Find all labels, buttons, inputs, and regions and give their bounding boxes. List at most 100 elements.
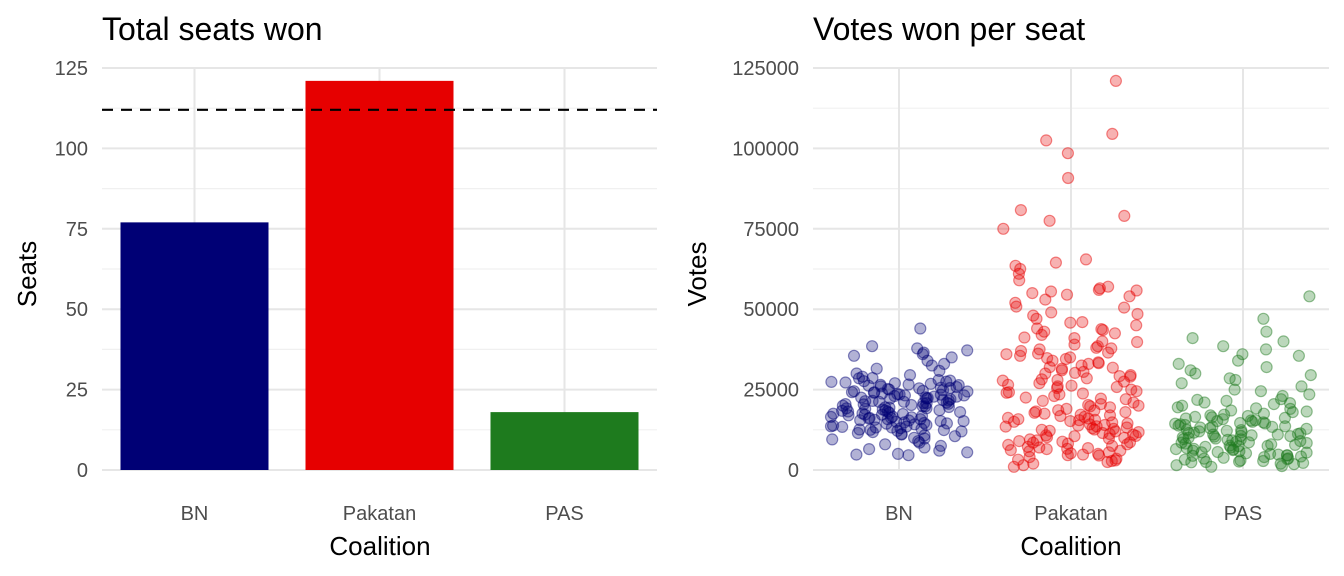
scatter-point-bn — [886, 410, 899, 423]
scatter-point-pakatan — [1001, 378, 1015, 391]
scatter-point-pakatan — [1118, 209, 1131, 222]
bar-chart-y-ticks: 0 25 50 75 100 125 — [55, 58, 88, 482]
scatter-point-bn — [955, 425, 968, 438]
scatter-point-pakatan — [1055, 362, 1069, 375]
scatter-point-bn — [870, 362, 883, 375]
scatter-point-pas — [1227, 443, 1240, 456]
scatter-point-pas — [1300, 436, 1313, 450]
scatter-point-bn — [847, 349, 861, 362]
scatter-chart-x-tick-label: PAS — [1224, 503, 1263, 525]
scatter-point-pakatan — [1076, 448, 1090, 461]
scatter-point-bn — [827, 407, 840, 420]
scatter-point-bn — [851, 426, 865, 440]
scatter-point-pakatan — [1110, 380, 1123, 394]
scatter-point-bn — [940, 375, 953, 388]
scatter-point-bn — [920, 402, 933, 415]
scatter-point-pakatan — [1013, 349, 1027, 362]
scatter-point-pakatan — [1108, 327, 1122, 340]
bar-chart-title: Total seats won — [102, 11, 323, 47]
scatter-point-bn — [876, 403, 889, 416]
scatter-point-pas — [1281, 453, 1294, 466]
scatter-point-pas — [1184, 364, 1197, 377]
scatter-point-pas — [1187, 442, 1200, 455]
scatter-point-bn — [852, 372, 866, 385]
scatter-point-bn — [826, 419, 840, 432]
scatter-chart-y-tick-label: 0 — [788, 460, 799, 482]
scatter-point-pakatan — [999, 420, 1012, 433]
scatter-point-pas — [1234, 433, 1247, 446]
scatter-point-pakatan — [1132, 399, 1145, 412]
scatter-point-pakatan — [1105, 342, 1118, 355]
scatter-point-bn — [924, 377, 937, 390]
scatter-point-bn — [855, 391, 868, 404]
scatter-point-bn — [920, 418, 933, 432]
scatter-point-bn — [914, 322, 927, 335]
scatter-point-pakatan — [1051, 373, 1064, 387]
scatter-point-bn — [908, 418, 921, 431]
scatter-point-bn — [850, 448, 863, 461]
scatter-point-bn — [913, 382, 926, 395]
scatter-point-pakatan — [1030, 434, 1044, 447]
scatter-point-pakatan — [1102, 432, 1116, 445]
scatter-point-bn — [839, 376, 852, 389]
scatter-point-pas — [1245, 429, 1258, 442]
scatter-point-pas — [1257, 407, 1271, 420]
scatter-point-bn — [872, 395, 886, 408]
scatter-point-pas — [1275, 460, 1289, 473]
scatter-point-pas — [1235, 426, 1248, 439]
scatter-point-pas — [1204, 409, 1217, 422]
scatter-point-bn — [916, 348, 929, 361]
scatter-point-bn — [907, 431, 921, 444]
scatter-point-pakatan — [1106, 416, 1119, 429]
scatter-point-pas — [1223, 439, 1236, 452]
scatter-point-pakatan — [1119, 406, 1132, 419]
scatter-point-pakatan — [1096, 335, 1109, 348]
scatter-point-bn — [918, 432, 931, 445]
scatter-point-pakatan — [1123, 290, 1136, 303]
scatter-point-bn — [896, 407, 910, 421]
scatter-point-pakatan — [1035, 423, 1048, 436]
scatter-point-pakatan — [1094, 398, 1108, 411]
scatter-point-bn — [824, 410, 838, 423]
scatter-point-bn — [885, 421, 899, 434]
scatter-point-pakatan — [1073, 414, 1086, 427]
scatter-point-pakatan — [1088, 404, 1101, 417]
scatter-point-pakatan — [1090, 341, 1103, 354]
scatter-point-pas — [1221, 433, 1234, 446]
scatter-point-pakatan — [1026, 436, 1040, 449]
scatter-point-pakatan — [1075, 359, 1088, 372]
scatter-point-pakatan — [1014, 262, 1027, 276]
scatter-point-pakatan — [1096, 426, 1109, 440]
scatter-point-pakatan — [1121, 438, 1134, 451]
scatter-point-pakatan — [1106, 127, 1119, 140]
scatter-point-pas — [1226, 434, 1239, 447]
scatter-point-pakatan — [1028, 406, 1041, 419]
scatter-point-pakatan — [1129, 429, 1142, 442]
scatter-point-pas — [1257, 312, 1270, 325]
scatter-point-bn — [868, 386, 881, 399]
scatter-point-pakatan — [1110, 452, 1123, 465]
scatter-point-bn — [920, 397, 933, 410]
scatter-point-pas — [1257, 416, 1270, 429]
scatter-point-bn — [940, 417, 954, 430]
bar-chart-bars — [120, 80, 639, 470]
scatter-point-bn — [952, 379, 965, 392]
scatter-point-bn — [864, 423, 877, 436]
scatter-point-pas — [1260, 325, 1273, 338]
scatter-point-bn — [847, 385, 861, 398]
scatter-point-bn — [900, 420, 913, 433]
scatter-point-pas — [1231, 354, 1245, 367]
scatter-point-pakatan — [1064, 415, 1077, 428]
scatter-point-pakatan — [1064, 316, 1077, 329]
scatter-point-pas — [1224, 404, 1238, 417]
scatter-point-pakatan — [1082, 398, 1095, 412]
scatter-point-pas — [1217, 451, 1230, 464]
scatter-chart-x-axis-label: Coalition — [1020, 531, 1121, 561]
scatter-point-bn — [850, 367, 863, 380]
scatter-point-pas — [1284, 430, 1297, 443]
scatter-point-bn — [862, 443, 876, 456]
scatter-point-pas — [1211, 415, 1224, 428]
scatter-point-pakatan — [1007, 460, 1021, 473]
scatter-point-pakatan — [1021, 440, 1035, 453]
scatter-chart-y-tick-label: 50000 — [743, 299, 799, 321]
